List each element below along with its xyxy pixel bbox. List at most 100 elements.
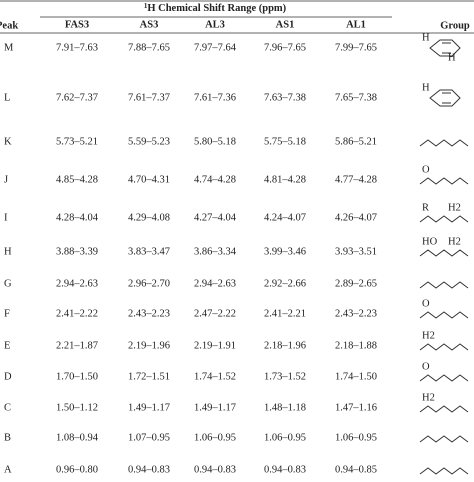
cell: 2.94–2.63: [194, 278, 236, 289]
peak-label: B: [4, 432, 11, 443]
cell: 1.73–1.52: [264, 371, 306, 382]
cell: 1.08–0.94: [56, 432, 99, 443]
group-structure: [419, 249, 469, 257]
cell: 5.59–5.23: [128, 136, 170, 147]
group-atom-label: H2: [448, 202, 461, 213]
cell: 2.18–1.96: [264, 340, 306, 351]
group-atom-label: H2: [448, 236, 461, 247]
cell: 4.27–4.04: [194, 212, 237, 223]
group-atom-label: O: [422, 164, 430, 175]
group-structure: [429, 39, 461, 57]
cell: 3.99–3.46: [264, 246, 306, 257]
cell: 4.26–4.07: [335, 212, 377, 223]
cell: 0.94–0.85: [335, 464, 377, 475]
cell: 4.70–4.31: [128, 174, 170, 185]
peak-label: A: [4, 464, 12, 475]
cell: 5.80–5.18: [194, 136, 236, 147]
cell: 1.47–1.16: [335, 402, 377, 413]
column-header: AL1: [346, 19, 366, 30]
group-atom-label: O: [422, 298, 430, 309]
cell: 2.41–2.21: [264, 308, 306, 319]
group-atom-label: HO: [422, 236, 438, 247]
cell: 2.47–2.22: [194, 308, 236, 319]
peak-label: G: [4, 278, 12, 289]
group-atom-label: H: [448, 52, 456, 63]
group-structure: [419, 467, 469, 475]
cell: 7.88–7.65: [128, 42, 170, 53]
group-structure: [419, 177, 469, 185]
cell: 1.06–0.95: [335, 432, 377, 443]
cell: 1.06–0.95: [194, 432, 236, 443]
group-atom-label: H2: [422, 392, 435, 403]
cell: 7.91–7.63: [56, 42, 98, 53]
cell: 7.97–7.64: [194, 42, 237, 53]
span-header: 1H Chemical Shift Range (ppm): [144, 2, 287, 15]
group-atom-label: H2: [422, 330, 435, 341]
cell: 3.86–3.34: [194, 246, 237, 257]
cell: 7.61–7.36: [194, 92, 236, 103]
cell: 0.96–0.80: [56, 464, 98, 475]
cell: 7.65–7.38: [335, 92, 377, 103]
cell: 0.94–0.83: [194, 464, 236, 475]
peak-label: L: [4, 92, 10, 103]
column-header: AS1: [276, 19, 295, 30]
cell: 3.88–3.39: [56, 246, 98, 257]
cell: 2.19–1.96: [128, 340, 170, 351]
group-structure: [419, 311, 469, 319]
peak-header: Peak: [0, 20, 18, 31]
group-structure: [429, 89, 461, 107]
peak-label: I: [4, 212, 8, 223]
group-structure: [419, 405, 469, 413]
peak-label: C: [4, 402, 11, 413]
cell: 5.73–5.21: [56, 136, 98, 147]
cell: 0.94–0.83: [128, 464, 170, 475]
cell: 4.85–4.28: [56, 174, 98, 185]
group-structure: [419, 343, 469, 351]
cell: 1.70–1.50: [56, 371, 98, 382]
group-atom-label: H: [422, 32, 430, 43]
cell: 2.96–2.70: [128, 278, 170, 289]
cell: 2.43–2.23: [335, 308, 377, 319]
cell: 7.62–7.37: [56, 92, 98, 103]
cell: 1.49–1.17: [128, 402, 170, 413]
ring-inner: [442, 92, 451, 104]
cell: 1.74–1.50: [335, 371, 377, 382]
column-header: AS3: [140, 19, 159, 30]
cell: 5.75–5.18: [264, 136, 306, 147]
column-header: FAS3: [65, 19, 89, 30]
group-atom-label: O: [422, 361, 430, 372]
cell: 4.29–4.08: [128, 212, 170, 223]
cell: 2.19–1.91: [194, 340, 236, 351]
peak-label: K: [4, 136, 12, 147]
group-structure: [419, 281, 469, 289]
cell: 4.28–4.04: [56, 212, 99, 223]
cell: 5.86–5.21: [335, 136, 377, 147]
peak-label: J: [4, 174, 8, 185]
cell: 1.06–0.95: [264, 432, 306, 443]
cell: 2.41–2.22: [56, 308, 98, 319]
cell: 7.99–7.65: [335, 42, 377, 53]
group-structure: [419, 435, 469, 443]
peak-label: H: [4, 246, 12, 257]
cell: 7.63–7.38: [264, 92, 306, 103]
cell: 2.89–2.65: [335, 278, 377, 289]
cell: 1.49–1.17: [194, 402, 236, 413]
cell: 3.93–3.51: [335, 246, 377, 257]
group-atom-label: H: [422, 82, 430, 93]
peak-label: F: [4, 308, 10, 319]
cell: 7.96–7.65: [264, 42, 306, 53]
cell: 2.43–2.23: [128, 308, 170, 319]
cell: 4.24–4.07: [264, 212, 306, 223]
cell: 1.07–0.95: [128, 432, 170, 443]
peak-label: E: [4, 340, 10, 351]
cell: 1.74–1.52: [194, 371, 236, 382]
cell: 1.48–1.18: [264, 402, 306, 413]
cell: 0.94–0.83: [264, 464, 306, 475]
cell: 2.92–2.66: [264, 278, 306, 289]
peak-label: M: [4, 42, 14, 53]
group-atom-label: R: [422, 202, 429, 213]
peak-label: D: [4, 371, 12, 382]
